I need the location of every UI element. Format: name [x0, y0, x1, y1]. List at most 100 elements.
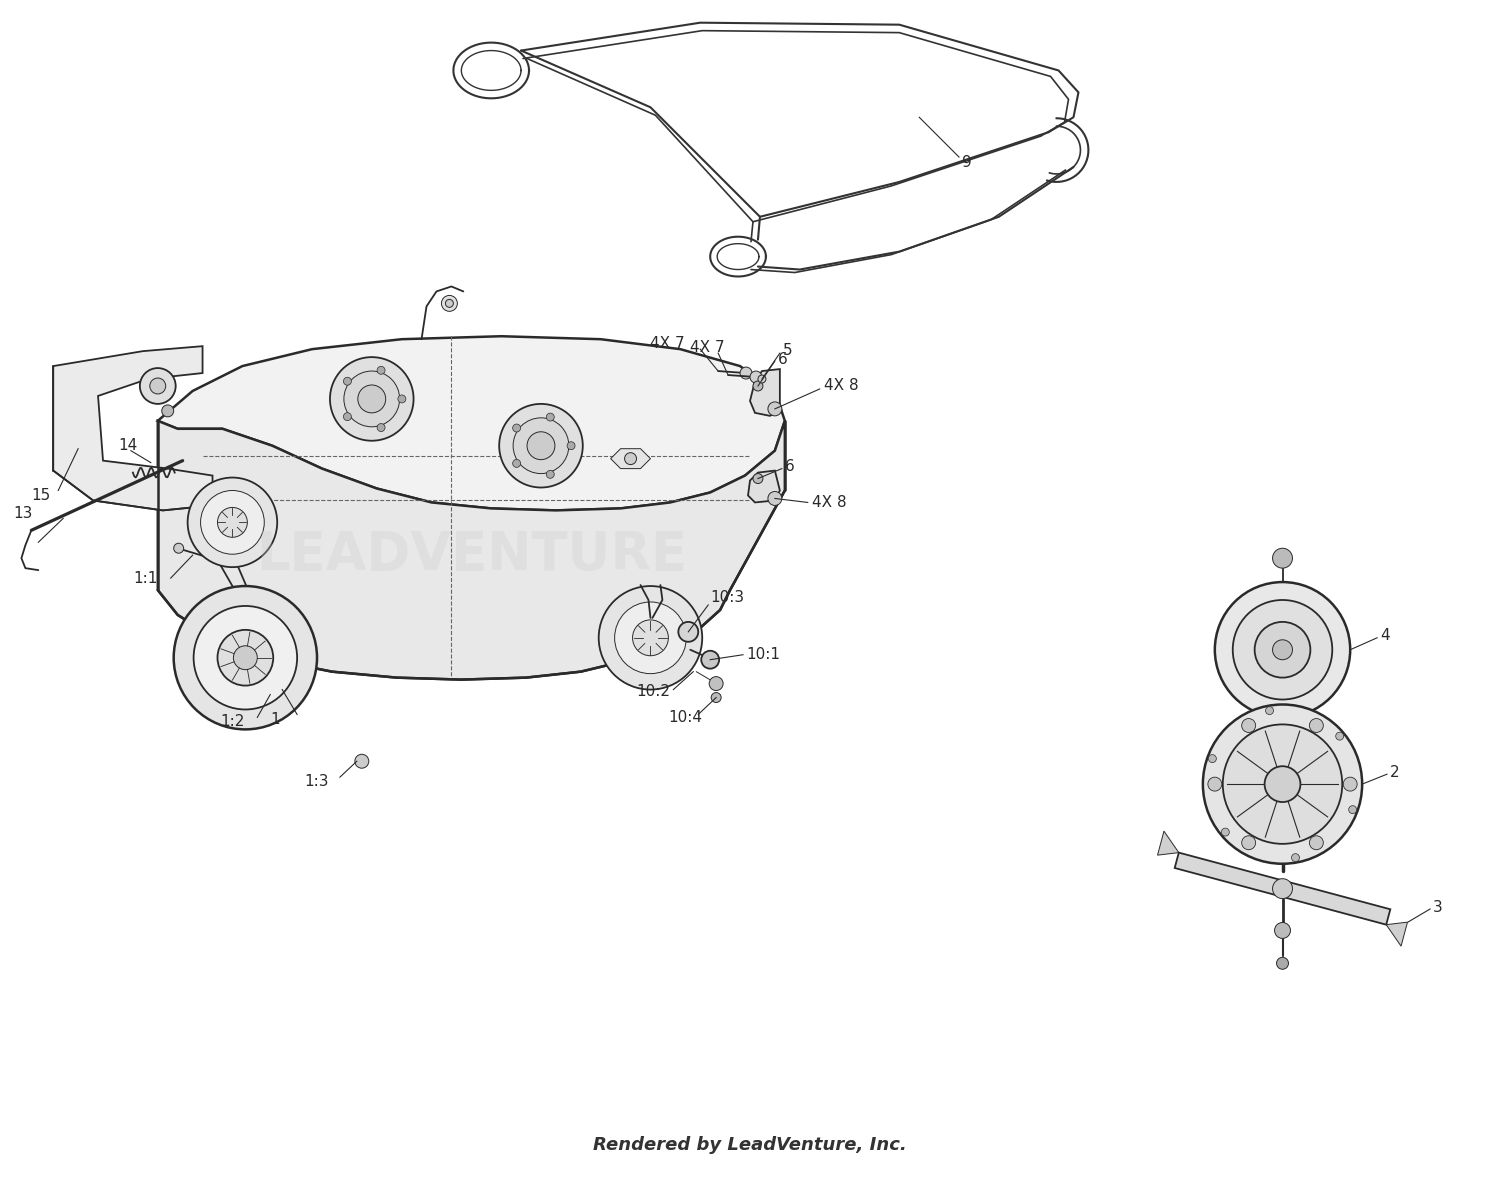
Circle shape: [633, 620, 669, 656]
Circle shape: [1335, 733, 1344, 740]
Circle shape: [1254, 621, 1311, 678]
Circle shape: [188, 478, 278, 568]
Text: 6: 6: [784, 459, 795, 474]
Circle shape: [1342, 777, 1358, 791]
Polygon shape: [750, 369, 780, 416]
Circle shape: [344, 372, 399, 427]
Circle shape: [615, 602, 687, 674]
Text: 6: 6: [778, 351, 788, 367]
Text: 13: 13: [13, 505, 33, 521]
Polygon shape: [610, 448, 651, 468]
Circle shape: [1310, 718, 1323, 733]
Circle shape: [1348, 805, 1356, 814]
Polygon shape: [158, 421, 785, 680]
Polygon shape: [158, 336, 785, 510]
Circle shape: [513, 424, 520, 433]
Circle shape: [330, 357, 414, 441]
Circle shape: [700, 651, 718, 669]
Circle shape: [1272, 639, 1293, 660]
Circle shape: [1233, 600, 1332, 699]
Polygon shape: [748, 471, 780, 502]
Circle shape: [1242, 835, 1256, 850]
Text: 1:3: 1:3: [304, 773, 328, 789]
Circle shape: [710, 676, 723, 691]
Circle shape: [1264, 766, 1300, 802]
Circle shape: [217, 630, 273, 686]
Circle shape: [194, 606, 297, 710]
Circle shape: [758, 375, 766, 384]
Circle shape: [753, 381, 764, 391]
Polygon shape: [1158, 831, 1179, 856]
Circle shape: [344, 412, 351, 421]
Circle shape: [567, 442, 574, 449]
Text: 10:3: 10:3: [710, 590, 744, 606]
Circle shape: [1276, 957, 1288, 969]
Circle shape: [1272, 878, 1293, 899]
Circle shape: [150, 378, 165, 394]
Text: 1: 1: [270, 712, 280, 727]
Polygon shape: [54, 347, 213, 510]
Circle shape: [1221, 828, 1230, 836]
Circle shape: [513, 418, 568, 473]
Circle shape: [1208, 777, 1222, 791]
Circle shape: [678, 621, 698, 642]
Text: 5: 5: [783, 343, 792, 357]
Circle shape: [201, 490, 264, 554]
Text: 4X 7: 4X 7: [690, 339, 724, 355]
Circle shape: [1209, 754, 1216, 762]
Circle shape: [750, 372, 762, 384]
Circle shape: [140, 368, 176, 404]
Text: 3: 3: [1432, 900, 1443, 914]
Circle shape: [217, 508, 248, 538]
Text: 15: 15: [32, 488, 51, 503]
Circle shape: [398, 394, 406, 403]
Text: 1:2: 1:2: [220, 713, 245, 729]
Circle shape: [1242, 718, 1256, 733]
Circle shape: [358, 385, 386, 412]
Circle shape: [546, 413, 555, 421]
Text: 9: 9: [962, 154, 972, 170]
Circle shape: [1222, 724, 1342, 844]
Circle shape: [1266, 706, 1274, 715]
Circle shape: [441, 295, 458, 312]
Circle shape: [1275, 923, 1290, 938]
Circle shape: [344, 378, 351, 385]
Text: 14: 14: [118, 439, 136, 453]
Circle shape: [1310, 835, 1323, 850]
Text: 4: 4: [1380, 629, 1389, 643]
Circle shape: [500, 404, 584, 488]
Circle shape: [234, 645, 258, 669]
Circle shape: [1292, 853, 1299, 862]
Circle shape: [753, 473, 764, 484]
Circle shape: [1272, 549, 1293, 568]
Circle shape: [1215, 582, 1350, 717]
Circle shape: [162, 405, 174, 417]
Circle shape: [513, 459, 520, 467]
Circle shape: [376, 423, 386, 431]
Text: 10:4: 10:4: [669, 710, 702, 725]
Text: 4X 8: 4X 8: [824, 379, 858, 393]
Circle shape: [446, 300, 453, 307]
Circle shape: [598, 586, 702, 690]
Circle shape: [356, 754, 369, 768]
Text: Rendered by LeadVenture, Inc.: Rendered by LeadVenture, Inc.: [592, 1136, 908, 1154]
Text: LEADVENTURE: LEADVENTURE: [256, 529, 687, 581]
Text: 4X 7: 4X 7: [651, 336, 686, 350]
Circle shape: [711, 693, 722, 703]
Polygon shape: [1386, 923, 1407, 946]
Text: 4X 8: 4X 8: [812, 495, 846, 510]
Text: 2: 2: [1390, 765, 1400, 779]
Circle shape: [174, 544, 183, 553]
Circle shape: [768, 491, 782, 505]
Polygon shape: [1174, 852, 1390, 925]
Circle shape: [526, 431, 555, 460]
Circle shape: [1203, 705, 1362, 864]
Circle shape: [546, 471, 555, 478]
Circle shape: [740, 367, 752, 379]
Text: 10:2: 10:2: [636, 684, 670, 699]
Circle shape: [376, 367, 386, 374]
Text: 10:1: 10:1: [746, 648, 780, 662]
Text: 1:1: 1:1: [134, 570, 158, 586]
Circle shape: [624, 453, 636, 465]
Circle shape: [174, 586, 316, 729]
